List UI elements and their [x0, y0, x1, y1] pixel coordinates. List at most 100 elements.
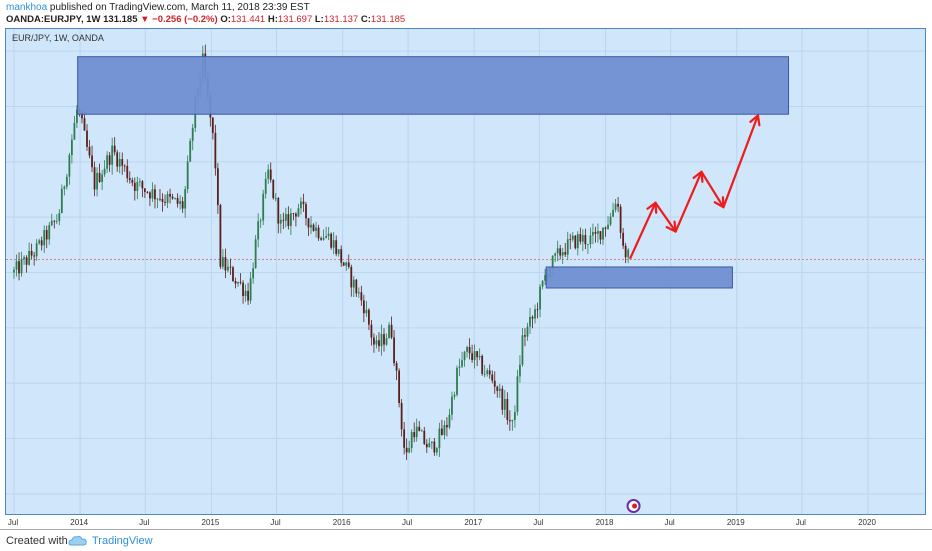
- candle-up: [529, 316, 531, 327]
- candle-down: [312, 224, 315, 231]
- candle-down: [531, 316, 534, 319]
- x-tick-label: 2020: [858, 518, 876, 527]
- candle-down: [295, 213, 297, 217]
- candle-down: [242, 282, 244, 297]
- candle-down: [488, 370, 491, 375]
- candle-down: [45, 230, 48, 240]
- candle-up: [252, 268, 255, 279]
- candle-up: [76, 109, 78, 123]
- candle-down: [164, 201, 166, 203]
- candle-down: [93, 167, 96, 190]
- candle-down: [425, 443, 428, 448]
- x-tick-label: Jul: [139, 518, 149, 527]
- x-tick-label: 2014: [70, 518, 88, 527]
- candle-up: [138, 181, 141, 183]
- author-link[interactable]: mankhoa: [6, 2, 48, 13]
- x-tick-label: 2016: [333, 518, 351, 527]
- candle-up: [300, 201, 302, 209]
- time-axis[interactable]: Jul 2014 Jul 2015 Jul 2016 Jul 2017 Jul 2018 Jul 20…: [5, 515, 926, 529]
- candle-up: [597, 231, 599, 234]
- candle-up: [249, 278, 252, 301]
- candle-down: [446, 425, 448, 428]
- candle-down: [25, 257, 28, 265]
- candle-up: [521, 335, 524, 365]
- candle-up: [257, 221, 260, 240]
- candle-up: [191, 127, 194, 141]
- high-value: 131.697: [277, 14, 313, 25]
- candle-up: [73, 122, 76, 140]
- candle-up: [566, 239, 569, 255]
- candle-up: [274, 198, 277, 199]
- candle-up: [541, 280, 544, 287]
- candle-up: [486, 370, 489, 374]
- candle-up: [352, 279, 355, 288]
- tradingview-link[interactable]: TradingView: [92, 535, 153, 547]
- candle-up: [463, 351, 466, 361]
- candle-down: [491, 374, 494, 381]
- candle-down: [400, 403, 403, 430]
- x-tick-label: 2018: [596, 518, 614, 527]
- candle-down: [559, 248, 562, 256]
- candle-down: [86, 130, 88, 147]
- candle-down: [143, 188, 146, 192]
- low-label: L:: [314, 14, 324, 25]
- candle-down: [398, 370, 401, 404]
- candle-down: [159, 198, 161, 200]
- open-value: 131.441: [230, 14, 266, 25]
- candle-down: [33, 255, 36, 257]
- last-price: 131.185: [103, 14, 138, 25]
- chart-canvas[interactable]: [6, 29, 926, 515]
- chart-plot-area[interactable]: EUR/JPY, 1W, OANDA: [5, 28, 926, 515]
- candle-down: [211, 117, 214, 133]
- candle-up: [68, 155, 71, 177]
- published-info: published on TradingView.com, March 11, …: [49, 2, 310, 13]
- candle-down: [619, 206, 622, 233]
- candle-down: [622, 232, 625, 246]
- demand-zone: [545, 266, 733, 289]
- candle-down: [481, 355, 484, 374]
- candle-up: [254, 239, 257, 269]
- candle-up: [428, 443, 431, 448]
- candle-down: [232, 267, 234, 282]
- candle-down: [224, 257, 227, 271]
- candle-up: [96, 172, 98, 190]
- candle-down: [40, 240, 43, 246]
- candle-down: [599, 231, 602, 240]
- forecast-arrow-segment: [722, 114, 760, 209]
- candle-down: [98, 172, 101, 182]
- candle-up: [20, 259, 23, 274]
- candle-down: [154, 189, 156, 200]
- candle-up: [55, 221, 58, 222]
- candle-down: [320, 238, 322, 240]
- candle-up: [310, 224, 312, 228]
- created-with-label: Created with: [6, 535, 68, 547]
- candle-up: [478, 355, 481, 358]
- candle-up: [237, 282, 239, 284]
- candle-down: [395, 363, 398, 371]
- candle-down: [171, 196, 174, 199]
- candle-down: [317, 227, 320, 239]
- candle-up: [332, 240, 335, 248]
- candle-down: [216, 168, 219, 206]
- candle-up: [519, 364, 521, 377]
- candle-down: [574, 235, 577, 249]
- candle-down: [423, 430, 426, 444]
- candle-up: [380, 334, 383, 347]
- candle-down: [269, 169, 272, 180]
- candle-up: [101, 174, 103, 182]
- candle-up: [289, 213, 292, 226]
- candle-up: [592, 231, 594, 236]
- candle-up: [327, 233, 330, 237]
- candle-up: [156, 198, 159, 200]
- candle-down: [239, 282, 242, 283]
- candle-up: [511, 419, 514, 422]
- candle-up: [420, 430, 423, 432]
- candle-up: [513, 411, 516, 420]
- candle-down: [362, 300, 365, 314]
- candle-down: [108, 155, 111, 165]
- candle-up: [586, 244, 589, 245]
- candle-up: [111, 145, 114, 165]
- candle-up: [483, 373, 486, 375]
- candle-down: [81, 111, 83, 119]
- candle-down: [536, 309, 539, 311]
